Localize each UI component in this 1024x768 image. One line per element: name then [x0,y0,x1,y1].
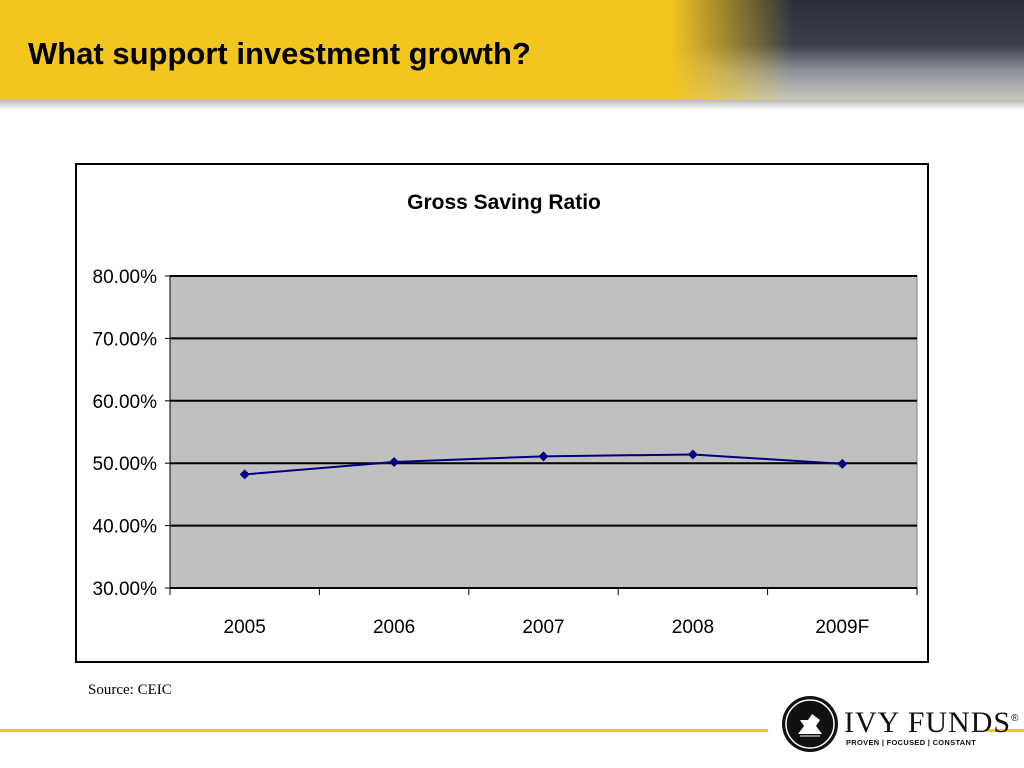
chart-title: Gross Saving Ratio [407,191,601,214]
y-axis-ticks: 30.00% 40.00% 50.00% 60.00% 70.00% 80.00% [93,267,170,600]
y-tick-label: 70.00% [93,329,158,350]
data-point-marker [239,469,250,480]
registered-mark: ® [1011,713,1020,724]
logo-tagline: PROVEN | FOCUSED | CONSTANT [846,738,977,747]
chart-frame: Gross Saving Ratio 30.00% 40.00% 50.00% 60.… [75,163,929,663]
ivy-funds-logo: IVY FUNDS® PROVEN | FOCUSED | CONSTANT [782,696,1018,756]
y-tick-label: 80.00% [93,267,158,288]
y-tick-label: 60.00% [93,392,158,413]
slide-title: What support investment growth? [28,36,531,71]
axes [169,276,917,589]
y-tick-label: 40.00% [93,517,158,538]
y-tick-label: 30.00% [93,579,158,600]
footer-line-left [0,729,768,732]
logo-emblem-icon [782,696,838,752]
x-tick-label: 2005 [224,617,266,638]
source-note: Source: CEIC [88,682,172,698]
gross-saving-ratio-chart: Gross Saving Ratio 30.00% 40.00% 50.00% 60.… [93,191,918,638]
x-tick-label: 2007 [522,617,564,638]
data-point-marker [837,458,848,469]
logo-wordmark: IVY FUNDS® [844,704,1019,738]
city-street-photo [670,0,1024,100]
data-point-marker [687,449,698,460]
x-tick-label: 2008 [672,617,714,638]
data-point-marker [538,451,549,462]
data-point-marker [389,456,400,467]
footer-line-right [985,729,1024,732]
header-shadow [0,100,1024,110]
logo-name-text: IVY FUNDS [844,706,1012,739]
y-tick-label: 50.00% [93,454,158,475]
series-gross-saving-ratio [239,449,848,480]
x-tick-label: 2009F [815,617,869,638]
x-tick-label: 2006 [373,617,415,638]
plot-area [169,275,918,589]
x-axis-ticks: 2005 2006 2007 2008 2009F [169,588,918,638]
